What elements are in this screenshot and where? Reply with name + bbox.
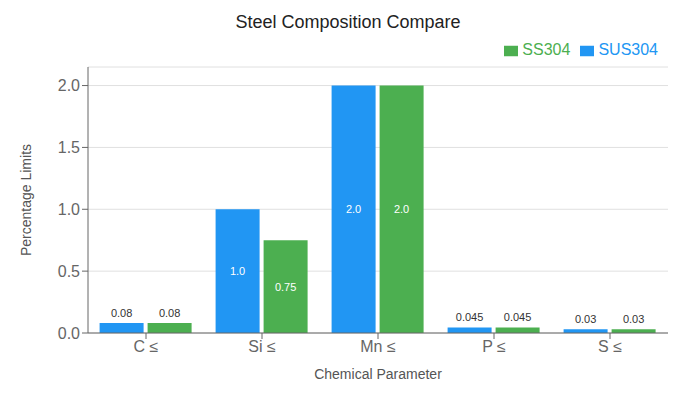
svg-text:1.5: 1.5 xyxy=(58,139,80,156)
svg-text:S ≤: S ≤ xyxy=(598,338,622,355)
svg-text:0.045: 0.045 xyxy=(456,311,484,323)
svg-text:1.0: 1.0 xyxy=(230,265,245,277)
html-text:Steel Composition Compare: Steel Composition Compare xyxy=(235,12,461,32)
svg-text:0.03: 0.03 xyxy=(623,313,644,325)
svg-text:0.03: 0.03 xyxy=(575,313,596,325)
html-text:SUS304: SUS304 xyxy=(598,41,658,58)
svg-text:0.08: 0.08 xyxy=(111,307,132,319)
svg-text:Percentage Limits: Percentage Limits xyxy=(18,144,34,256)
svg-text:Chemical Parameter: Chemical Parameter xyxy=(314,366,442,382)
svg-text:2.0: 2.0 xyxy=(346,203,361,215)
svg-text:0.5: 0.5 xyxy=(58,263,80,280)
svg-text:0.0: 0.0 xyxy=(58,325,80,342)
svg-text:Mn ≤: Mn ≤ xyxy=(360,338,396,355)
svg-text:2.0: 2.0 xyxy=(58,77,80,94)
html-text:SS304: SS304 xyxy=(522,41,571,58)
svg-text:1.0: 1.0 xyxy=(58,201,80,218)
svg-text:Si ≤: Si ≤ xyxy=(248,338,276,355)
svg-text:0.045: 0.045 xyxy=(504,311,532,323)
svg-text:C ≤: C ≤ xyxy=(134,338,159,355)
svg-text:0.08: 0.08 xyxy=(159,307,180,319)
svg-text:P ≤: P ≤ xyxy=(482,338,506,355)
svg-text:0.75: 0.75 xyxy=(275,281,296,293)
svg-text:2.0: 2.0 xyxy=(394,203,409,215)
